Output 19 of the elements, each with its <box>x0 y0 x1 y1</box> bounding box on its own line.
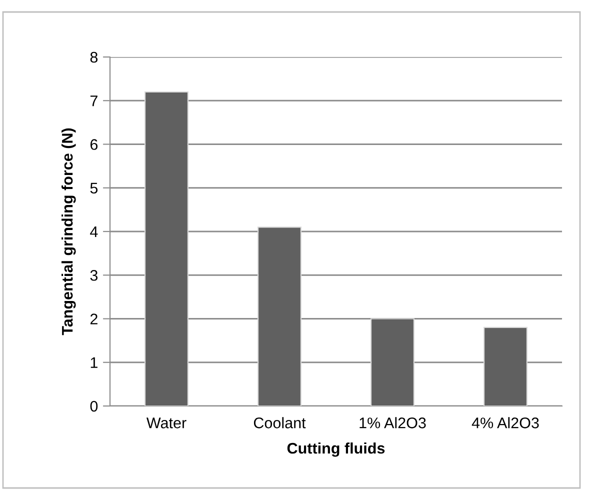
bar <box>370 318 415 406</box>
y-tick-label: 0 <box>90 400 98 412</box>
y-tick-label: 8 <box>90 52 98 63</box>
x-tick-label: 4% Al2O3 <box>472 417 539 428</box>
y-tick-label: 7 <box>90 96 98 106</box>
x-axis-title: Cutting fluids <box>287 442 385 457</box>
x-tick-label: Water <box>146 418 186 428</box>
y-tick-label: 4 <box>90 226 98 238</box>
y-tick-label: 2 <box>90 314 98 324</box>
y-tick-label: 3 <box>90 270 98 281</box>
bar <box>144 91 189 406</box>
y-tick-label: 5 <box>90 182 98 194</box>
x-tick-label: Coolant <box>254 417 306 428</box>
y-tick-label: 6 <box>90 139 98 150</box>
bar <box>257 226 302 406</box>
y-axis-title: Tangential grinding force (N) <box>62 128 76 336</box>
bar <box>483 326 528 406</box>
x-tick-label: 1% Al2O3 <box>360 417 426 428</box>
y-tick-label: 1 <box>90 357 98 368</box>
